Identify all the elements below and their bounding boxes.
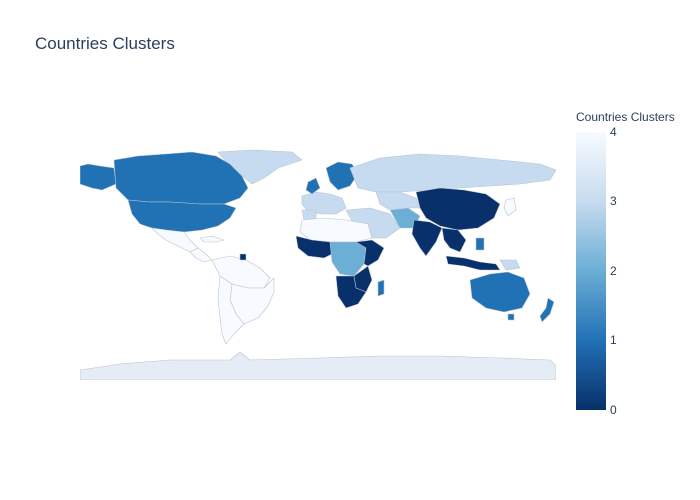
region-southern-cone bbox=[217, 275, 245, 345]
region-east-africa bbox=[355, 239, 385, 267]
region-uk bbox=[305, 177, 321, 195]
region-indonesia bbox=[445, 255, 501, 271]
region-new-guinea bbox=[499, 259, 521, 271]
colorbar: Countries Clusters 4 3 2 1 0 bbox=[576, 110, 686, 420]
region-new-zealand bbox=[539, 297, 555, 323]
region-tasmania bbox=[507, 313, 515, 321]
region-caribbean bbox=[199, 235, 225, 243]
region-usa bbox=[127, 199, 237, 233]
region-central-asia bbox=[375, 191, 421, 211]
region-madagascar bbox=[377, 279, 385, 297]
region-japan bbox=[503, 197, 517, 217]
region-philippines bbox=[475, 237, 485, 251]
region-guiana bbox=[239, 253, 247, 261]
colorbar-tick: 1 bbox=[610, 333, 617, 347]
region-india bbox=[411, 219, 443, 257]
region-west-africa bbox=[295, 235, 337, 259]
region-scandinavia bbox=[325, 161, 359, 191]
world-map-svg bbox=[80, 149, 556, 380]
region-western-europe bbox=[301, 191, 347, 215]
region-alaska bbox=[80, 163, 117, 191]
region-australia bbox=[469, 271, 531, 313]
colorbar-tick: 0 bbox=[610, 403, 617, 417]
colorbar-gradient bbox=[576, 132, 606, 410]
region-central-america bbox=[189, 247, 213, 263]
colorbar-tick: 2 bbox=[610, 264, 617, 278]
region-china bbox=[415, 187, 501, 231]
region-antarctica bbox=[80, 351, 556, 380]
colorbar-tick: 4 bbox=[610, 125, 617, 139]
region-southern-africa bbox=[335, 275, 367, 309]
colorbar-tick: 3 bbox=[610, 194, 617, 208]
region-north-africa bbox=[299, 217, 373, 243]
region-central-africa bbox=[329, 241, 367, 277]
colorbar-title: Countries Clusters bbox=[576, 110, 675, 124]
region-russia bbox=[349, 153, 556, 193]
region-iberia bbox=[301, 209, 317, 221]
chart-title: Countries Clusters bbox=[35, 34, 175, 53]
region-mexico bbox=[151, 227, 199, 253]
region-southeast-asia bbox=[441, 227, 467, 253]
choropleth-map[interactable] bbox=[80, 148, 556, 380]
